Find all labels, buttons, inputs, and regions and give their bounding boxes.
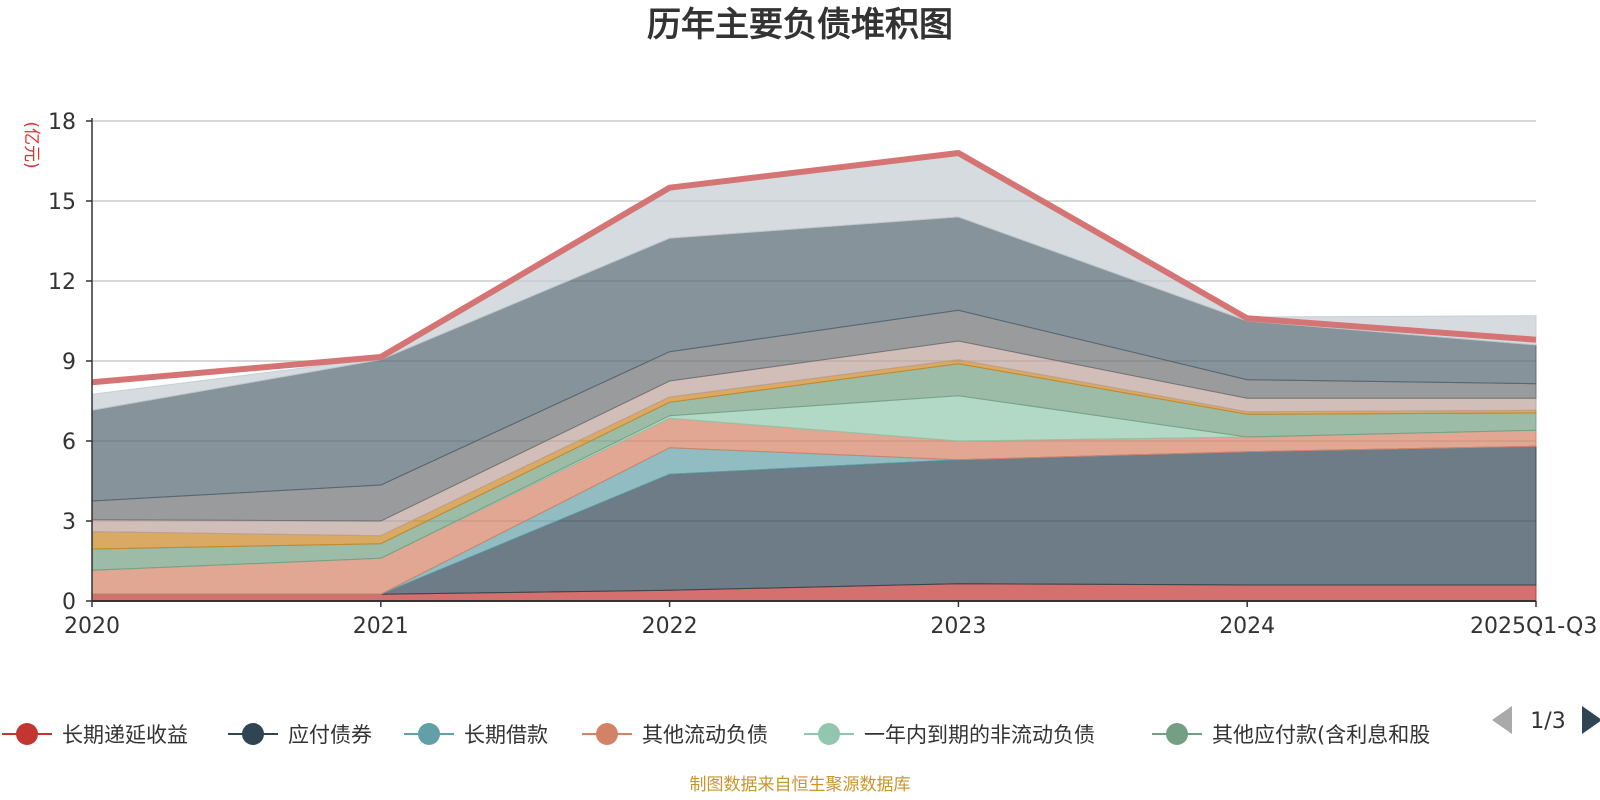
x-tick-label: 2021	[353, 614, 409, 639]
y-tick-label: 9	[62, 350, 76, 375]
legend-label: 长期递延收益	[62, 723, 188, 747]
total-series-line[interactable]	[91, 150, 1537, 386]
legend-label: 其他应付款(含利息和股	[1212, 723, 1430, 747]
x-tick-label: 2024	[1219, 614, 1275, 639]
legend-item-3[interactable]: 其他流动负债	[582, 723, 768, 747]
legend-page-indicator: 1/3	[1530, 709, 1565, 734]
legend-marker-icon	[1166, 723, 1188, 745]
legend-item-1[interactable]: 应付债券	[228, 723, 372, 747]
y-tick-label: 0	[62, 590, 76, 615]
x-tick-label: 2020	[64, 614, 120, 639]
y-tick-label: 12	[48, 270, 76, 295]
legend-marker-icon	[242, 723, 264, 745]
y-tick-label: 18	[48, 110, 76, 135]
legend-marker-icon	[818, 723, 840, 745]
data-source-note: 制图数据来自恒生聚源数据库	[690, 775, 911, 795]
legend-next-icon[interactable]	[1582, 706, 1600, 734]
area-series	[91, 155, 1537, 602]
legend-label: 长期借款	[464, 723, 548, 747]
legend-item-5[interactable]: 其他应付款(含利息和股	[1152, 723, 1430, 747]
legend-item-2[interactable]: 长期借款	[404, 723, 548, 747]
y-axis-unit: (亿元)	[21, 121, 41, 168]
total-line	[91, 150, 1537, 386]
legend-label: 应付债券	[288, 723, 372, 747]
chart-title: 历年主要负债堆积图	[647, 5, 953, 45]
legend-pager[interactable]: 1/3	[1492, 706, 1600, 734]
legend-prev-icon[interactable]	[1492, 706, 1512, 734]
x-tick-label: 2025Q1-Q3	[1470, 614, 1597, 639]
y-tick-label: 3	[62, 510, 76, 535]
legend[interactable]: 长期递延收益 应付债券 长期借款 其他流动负债 一年内到期的非流动负债 其他应付款(含利息…	[2, 723, 1430, 747]
y-tick-label: 6	[62, 430, 76, 455]
x-tick-label: 2023	[930, 614, 986, 639]
legend-item-0[interactable]: 长期递延收益	[2, 723, 188, 747]
y-tick-label: 15	[48, 190, 76, 215]
legend-label: 一年内到期的非流动负债	[864, 723, 1095, 747]
legend-label: 其他流动负债	[642, 723, 768, 747]
legend-marker-icon	[16, 723, 38, 745]
axes: 0 3 6 9 12 15 18 2020 2021 2022 2023 2024 2025Q1-Q3	[48, 110, 1597, 639]
legend-marker-icon	[418, 723, 440, 745]
legend-item-4[interactable]: 一年内到期的非流动负债	[804, 723, 1095, 747]
legend-marker-icon	[596, 723, 618, 745]
x-tick-label: 2022	[642, 614, 698, 639]
